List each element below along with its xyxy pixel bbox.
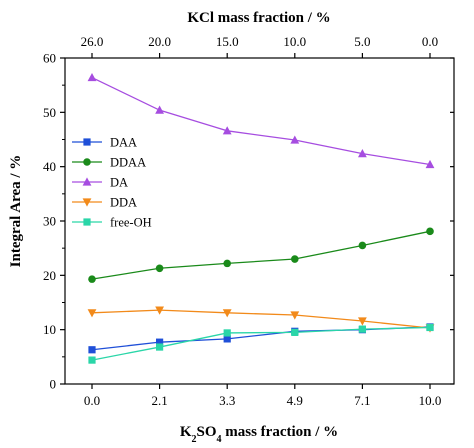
- x-tick-label: 10.0: [419, 393, 442, 408]
- top-tick-label: 20.0: [148, 34, 171, 49]
- data-point: [426, 227, 434, 236]
- data-point: [155, 264, 164, 273]
- series-line: [91, 326, 431, 361]
- legend-label: DA: [110, 176, 128, 190]
- legend-marker: [83, 138, 91, 146]
- x-title-suffix: mass fraction / %: [222, 424, 339, 440]
- data-point: [155, 105, 164, 114]
- data-point: [156, 338, 164, 346]
- top-tick-label: 15.0: [216, 34, 239, 49]
- top-axis-title: KCl mass fraction / %: [187, 10, 330, 26]
- legend: DAA DDAA DA DDA free-OH: [72, 136, 152, 230]
- y-tick-label: 40: [43, 159, 56, 174]
- data-point: [222, 309, 232, 318]
- data-point: [87, 72, 97, 82]
- data-point: [290, 311, 300, 320]
- data-point: [425, 159, 435, 169]
- series-ddaa: [88, 227, 434, 283]
- data-point: [358, 317, 367, 326]
- data-point: [88, 356, 96, 364]
- y-tick-label: 0: [50, 377, 57, 392]
- data-point: [222, 126, 232, 135]
- axis-ticks: 0 10 20 30 40 50 60 0.0 26.0 2.1 20.0 3.3 15.0 4.9 10.…: [43, 34, 454, 408]
- x-tick-label: 2.1: [151, 393, 167, 408]
- x-tick-label: 3.3: [219, 393, 235, 408]
- x-title-mid: SO: [197, 424, 217, 440]
- data-point: [155, 306, 164, 315]
- top-tick-label: 26.0: [81, 34, 104, 49]
- x-axis-title: K2SO4 mass fraction / %: [180, 424, 338, 445]
- data-point: [290, 135, 300, 144]
- legend-label: DDAA: [110, 156, 146, 170]
- data-point: [358, 325, 366, 333]
- series-daa: [88, 323, 434, 354]
- y-tick-label: 50: [43, 105, 56, 120]
- data-point: [426, 323, 434, 332]
- series-free-oh: [88, 323, 434, 364]
- data-point: [358, 241, 367, 250]
- series-line: [91, 309, 431, 329]
- legend-marker: [82, 177, 92, 186]
- series-layer: [87, 72, 435, 364]
- y-axis-title: Integral Area / %: [8, 155, 24, 268]
- top-tick-label: 5.0: [354, 34, 370, 49]
- top-tick-label: 10.0: [283, 34, 306, 49]
- data-point: [223, 329, 231, 337]
- data-point: [156, 343, 164, 351]
- y-tick-label: 30: [43, 214, 56, 229]
- legend-marker: [83, 158, 91, 166]
- data-point: [291, 328, 299, 336]
- x-title-sub1: 2: [192, 434, 197, 445]
- series-da: [87, 72, 435, 169]
- data-point: [87, 309, 97, 318]
- legend-marker: [83, 218, 91, 226]
- y-tick-label: 10: [43, 322, 56, 337]
- series-line: [91, 326, 431, 351]
- x-title-sub2: 4: [217, 434, 222, 445]
- top-tick-label: 0.0: [422, 34, 438, 49]
- data-point: [88, 346, 96, 354]
- x-tick-label: 4.9: [287, 393, 303, 408]
- legend-label: DAA: [110, 136, 137, 150]
- data-point: [358, 149, 367, 158]
- legend-label: DDA: [110, 196, 137, 210]
- x-tick-label: 0.0: [84, 393, 100, 408]
- x-tick-label: 7.1: [354, 393, 370, 408]
- x-title-prefix: K: [180, 424, 192, 440]
- legend-marker: [82, 198, 92, 207]
- y-tick-label: 60: [43, 51, 56, 66]
- data-point: [291, 255, 299, 263]
- y-tick-label: 20: [43, 268, 56, 283]
- series-line: [91, 76, 431, 166]
- data-point: [223, 259, 231, 268]
- data-point: [223, 335, 231, 343]
- series-line: [91, 230, 431, 280]
- data-point: [88, 275, 96, 283]
- legend-label: free-OH: [110, 216, 152, 230]
